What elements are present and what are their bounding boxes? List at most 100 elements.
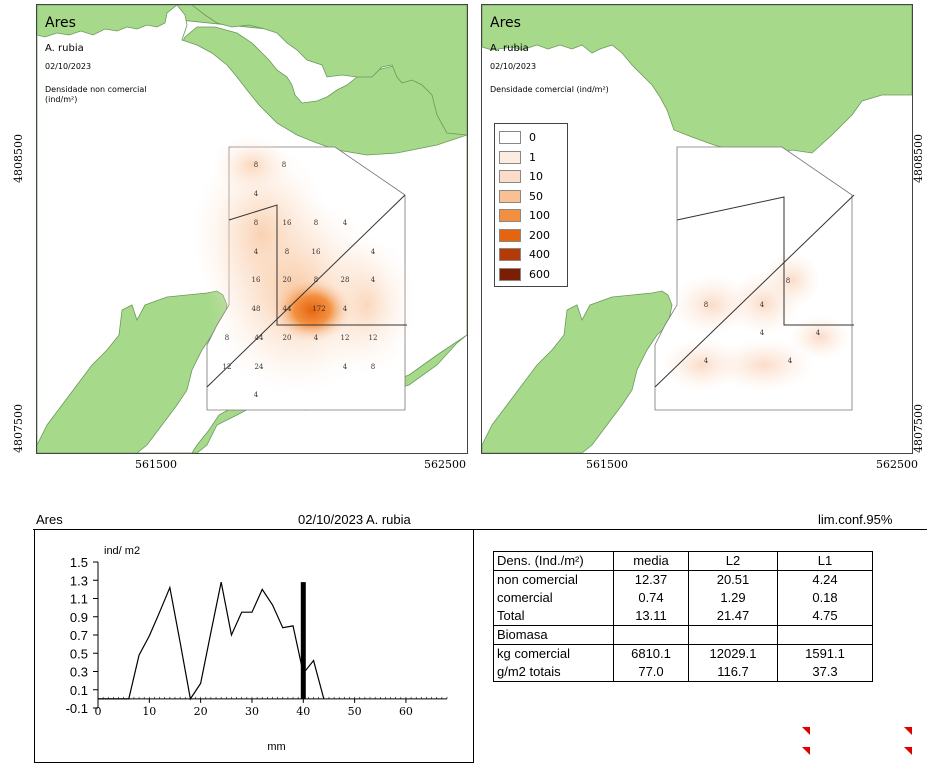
table-cell: 0.18 xyxy=(777,589,873,607)
table-row: g/m2 totais 77.0 116.7 37.3 xyxy=(493,663,873,682)
table-cell: comercial xyxy=(493,589,614,607)
table-cell: 12029.1 xyxy=(688,644,778,663)
legend-entry: 10 xyxy=(499,167,563,187)
table-cell: 37.3 xyxy=(777,663,873,682)
right-x-tick-1: 561500 xyxy=(586,458,628,471)
legend-label: 400 xyxy=(529,248,550,262)
sample-point-label: 24 xyxy=(255,363,264,371)
table-cell xyxy=(688,625,778,645)
header-rule xyxy=(33,529,927,530)
table-row: Total 13.11 21.47 4.75 xyxy=(493,607,873,626)
legend-label: 50 xyxy=(529,189,543,203)
transect-line xyxy=(654,194,855,388)
sample-point-label: 16 xyxy=(312,248,321,256)
sample-point-label: 12 xyxy=(369,334,378,342)
y-axis-label: ind/ m2 xyxy=(104,545,140,557)
table-cell: Total xyxy=(493,607,614,626)
stats-table: Dens. (Ind./m²) media L2 L1 non comercial 12.… xyxy=(493,551,873,682)
map-title: Ares xyxy=(45,15,76,31)
x-tick-label: 30 xyxy=(245,705,259,718)
land-shape-sw xyxy=(482,290,673,453)
x-axis-label: mm xyxy=(267,741,285,753)
map-right-canvas: 8 8 4 4 4 4 4 xyxy=(482,5,912,453)
sample-point-label: 44 xyxy=(255,334,264,342)
y-tick-label: 0.9 xyxy=(70,610,88,625)
sample-point-label: 12 xyxy=(223,363,232,371)
red-corner-mark xyxy=(904,727,912,735)
legend-entry: 50 xyxy=(499,187,563,207)
table-row: non comercial 12.37 20.51 4.24 xyxy=(493,570,873,589)
legend-label: 200 xyxy=(529,228,550,242)
table-cell: 21.47 xyxy=(688,607,778,626)
table-cell: 1591.1 xyxy=(777,644,873,663)
table-cell: media xyxy=(613,551,689,571)
sample-point-label: 4 xyxy=(371,276,376,284)
legend-swatch xyxy=(499,150,521,164)
header-location: Ares xyxy=(36,512,63,527)
sample-point-label: 8 xyxy=(254,219,258,227)
x-tick-label: 20 xyxy=(194,705,208,718)
density-heat xyxy=(192,135,417,395)
legend-swatch xyxy=(499,189,521,203)
header-conf: lim.conf.95% xyxy=(818,512,893,527)
sample-point-label: 4 xyxy=(816,329,821,337)
sample-point-label: 4 xyxy=(314,334,319,342)
legend-swatch xyxy=(499,170,521,184)
map-density-label: Densidade comercial (ind/m²) xyxy=(490,85,609,94)
legend-label: 100 xyxy=(529,209,550,223)
y-tick-label: 1.3 xyxy=(70,573,88,588)
legend-entry: 200 xyxy=(499,226,563,246)
series-line xyxy=(98,581,325,701)
y-tick-label: 0.5 xyxy=(70,646,88,661)
legend-swatch xyxy=(499,267,521,281)
sample-point-label: 4 xyxy=(371,248,376,256)
stratum-line xyxy=(676,196,854,326)
map-non-comercial: 8 8 4 8 16 8 4 4 8 16 4 16 20 8 28 4 48 44 172 4 8 44 20 4 12 12 1… xyxy=(36,4,468,454)
right-x-tick-2: 562500 xyxy=(876,458,918,471)
sample-point-label: 4 xyxy=(343,305,348,313)
sample-point-label: 4 xyxy=(704,357,709,365)
map-date: 02/10/2023 xyxy=(45,62,92,71)
table-cell: 20.51 xyxy=(688,570,778,589)
x-tick-label: 60 xyxy=(399,705,413,718)
y-tick-label: 0.7 xyxy=(70,628,88,643)
sample-point-label: 28 xyxy=(341,276,350,284)
table-cell xyxy=(777,625,873,645)
sample-point-label: 4 xyxy=(788,357,793,365)
sample-point-label: 4 xyxy=(343,363,348,371)
right-y-tick-top: 4808500 xyxy=(912,134,925,183)
table-cell: L1 xyxy=(777,551,873,571)
table-row: kg comercial 6810.1 12029.1 1591.1 xyxy=(493,644,873,663)
red-corner-mark xyxy=(904,747,912,755)
legend-swatch xyxy=(499,228,521,242)
sample-point-label: 16 xyxy=(283,219,292,227)
red-corner-mark xyxy=(802,747,810,755)
sample-point-label: 48 xyxy=(252,305,261,313)
legend-label: 1 xyxy=(529,150,536,164)
sample-point-label: 8 xyxy=(285,248,289,256)
table-cell: 1.29 xyxy=(688,589,778,607)
left-x-tick-2: 562500 xyxy=(424,458,466,471)
table-cell: Dens. (Ind./m²) xyxy=(493,551,614,571)
table-cell: 12.37 xyxy=(613,570,689,589)
map-comercial: 8 8 4 4 4 4 4 Ares A. rubia 02/10/2023 Densida… xyxy=(481,4,913,454)
header-date-species: 02/10/2023 A. rubia xyxy=(298,512,411,527)
map-species: A. rubia xyxy=(490,43,529,54)
table-cell: g/m2 totais xyxy=(493,663,614,682)
sample-point-label: 4 xyxy=(760,301,765,309)
sample-point-label: 20 xyxy=(283,334,292,342)
sample-point-label: 4 xyxy=(254,391,259,399)
y-tick-label: -0.1 xyxy=(66,701,88,716)
sample-point-label: 20 xyxy=(283,276,292,284)
y-tick-label: 1.1 xyxy=(70,592,88,607)
legend-swatch xyxy=(499,248,521,262)
sample-point-label: 8 xyxy=(786,277,790,285)
sample-point-label: 16 xyxy=(252,276,261,284)
table-cell: kg comercial xyxy=(493,644,614,663)
table-row: comercial 0.74 1.29 0.18 xyxy=(493,589,873,607)
table-cell: 6810.1 xyxy=(613,644,689,663)
table-row: Dens. (Ind./m²) media L2 L1 xyxy=(493,551,873,571)
legend-entry: 600 xyxy=(499,265,563,285)
sample-point-label: 8 xyxy=(254,161,258,169)
legend-label: 10 xyxy=(529,170,543,184)
